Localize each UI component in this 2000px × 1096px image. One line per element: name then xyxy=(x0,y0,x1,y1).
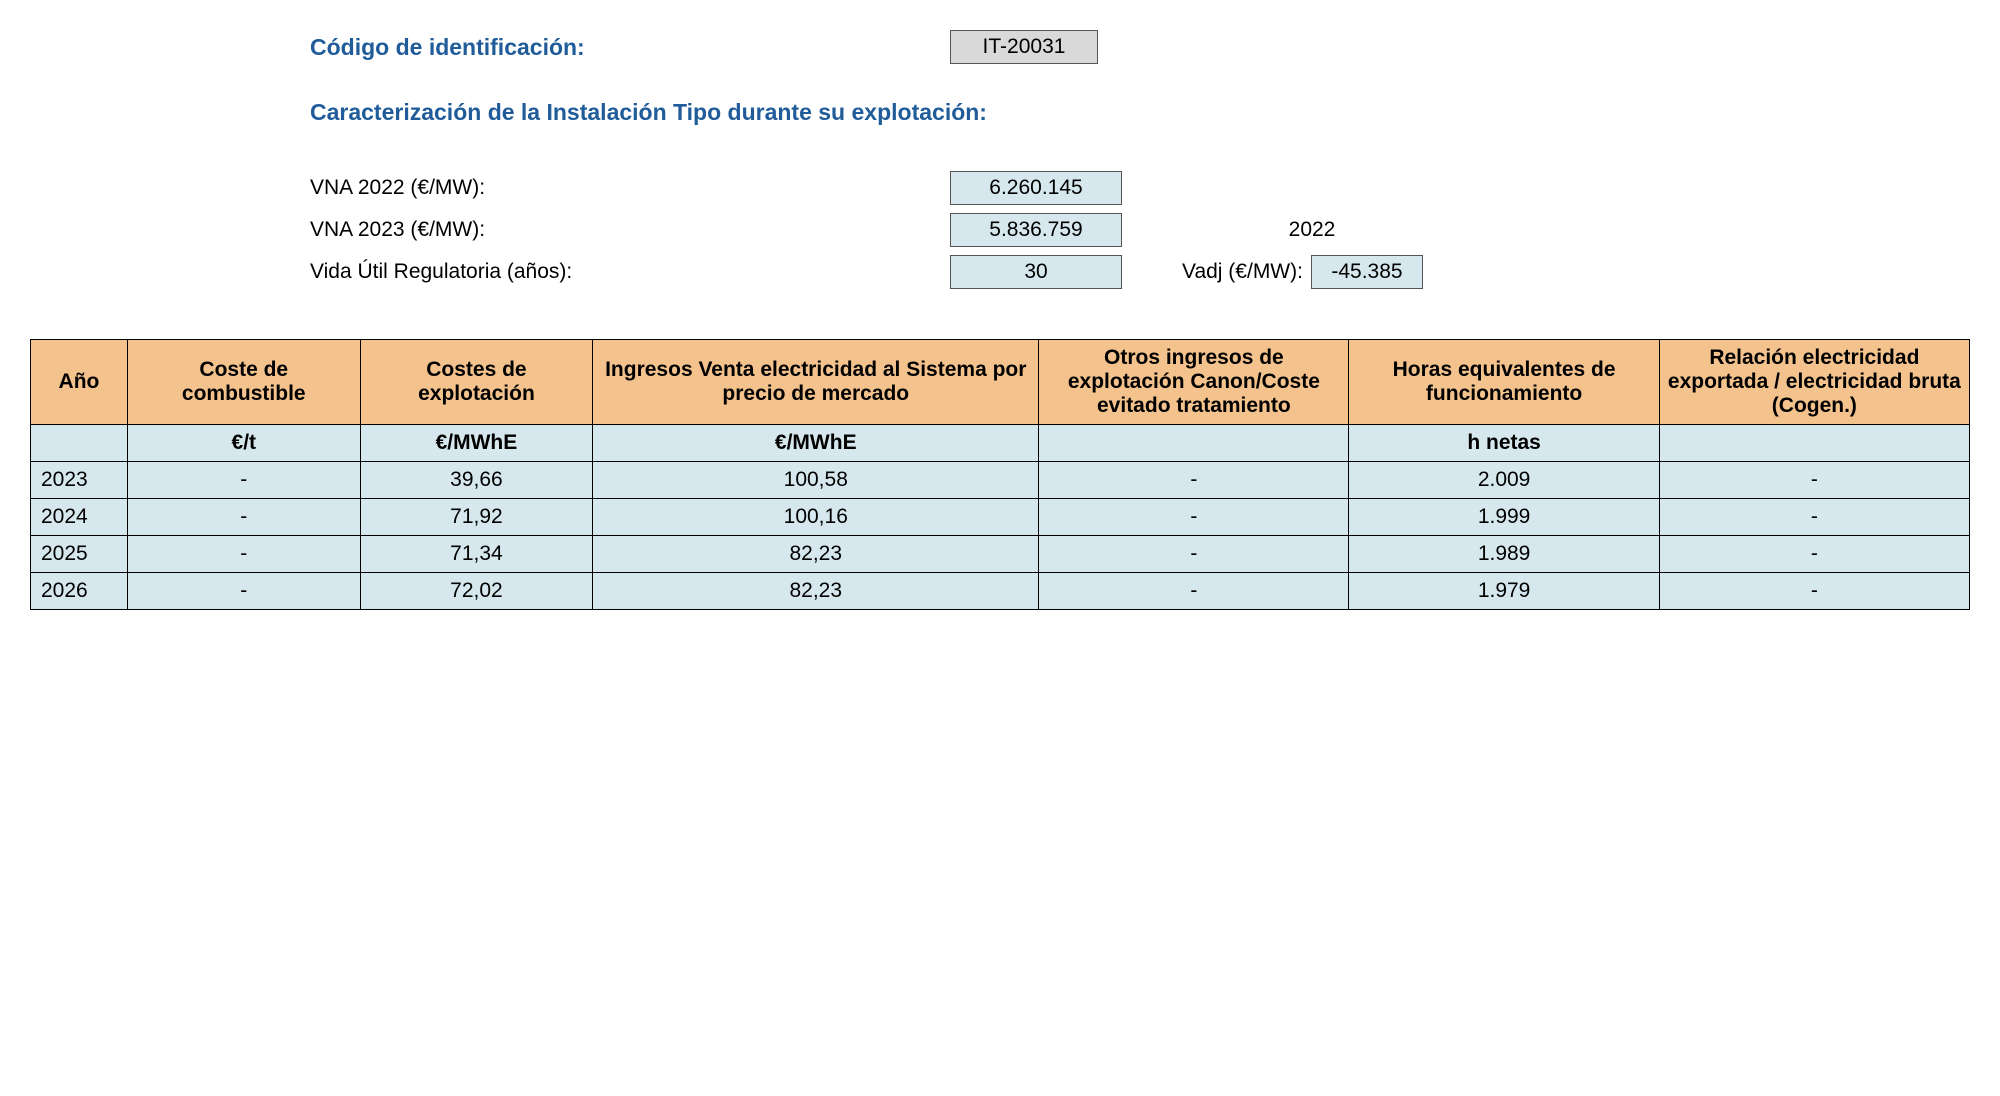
vna2023-value: 5.836.759 xyxy=(950,213,1122,247)
vida-value: 30 xyxy=(950,255,1122,289)
vadj-label: Vadj (€/MW): xyxy=(1182,260,1303,284)
table-head: Año Coste de combustible Costes de explo… xyxy=(31,340,1970,425)
data-cell: 39,66 xyxy=(360,462,593,499)
vna2022-label: VNA 2022 (€/MW): xyxy=(310,176,950,200)
id-row: Código de identificación: IT-20031 xyxy=(310,30,1970,64)
data-cell: 71,92 xyxy=(360,499,593,536)
year-cell: 2024 xyxy=(31,499,128,536)
vna2023-row: VNA 2023 (€/MW): 5.836.759 2022 xyxy=(310,213,1970,247)
col-header: Ingresos Venta electricidad al Sistema p… xyxy=(593,340,1039,425)
data-cell: 82,23 xyxy=(593,573,1039,610)
data-cell: - xyxy=(1039,573,1349,610)
unit-cell: h netas xyxy=(1349,425,1659,462)
data-cell: - xyxy=(127,499,360,536)
vadj-value: -45.385 xyxy=(1311,255,1423,289)
data-cell: 72,02 xyxy=(360,573,593,610)
data-cell: - xyxy=(127,462,360,499)
table-row: 2025 - 71,34 82,23 - 1.989 - xyxy=(31,536,1970,573)
data-cell: - xyxy=(1659,462,1969,499)
col-header: Relación electricidad exportada / electr… xyxy=(1659,340,1969,425)
section-title: Caracterización de la Instalación Tipo d… xyxy=(310,99,1970,126)
id-value-box: IT-20031 xyxy=(950,30,1098,64)
data-cell: - xyxy=(127,573,360,610)
unit-cell: €/MWhE xyxy=(360,425,593,462)
data-cell: - xyxy=(1039,462,1349,499)
ref-year: 2022 xyxy=(1162,218,1462,242)
data-table: Año Coste de combustible Costes de explo… xyxy=(30,339,1970,610)
col-header: Horas equivalentes de funcionamiento xyxy=(1349,340,1659,425)
data-cell: 100,16 xyxy=(593,499,1039,536)
data-cell: - xyxy=(1039,499,1349,536)
data-cell: 100,58 xyxy=(593,462,1039,499)
data-cell: 1.999 xyxy=(1349,499,1659,536)
unit-cell: €/MWhE xyxy=(593,425,1039,462)
data-cell: - xyxy=(1659,573,1969,610)
vida-label: Vida Útil Regulatoria (años): xyxy=(310,260,950,284)
vida-row: Vida Útil Regulatoria (años): 30 Vadj (€… xyxy=(310,255,1970,289)
table-row: 2024 - 71,92 100,16 - 1.999 - xyxy=(31,499,1970,536)
unit-cell: €/t xyxy=(127,425,360,462)
data-cell: 82,23 xyxy=(593,536,1039,573)
year-cell: 2026 xyxy=(31,573,128,610)
id-label: Código de identificación: xyxy=(310,34,950,61)
table-body: €/t €/MWhE €/MWhE h netas 2023 - 39,66 1… xyxy=(31,425,1970,610)
col-header: Año xyxy=(31,340,128,425)
data-cell: - xyxy=(1659,536,1969,573)
table-row: 2023 - 39,66 100,58 - 2.009 - xyxy=(31,462,1970,499)
data-cell: 71,34 xyxy=(360,536,593,573)
col-header: Costes de explotación xyxy=(360,340,593,425)
table-row: 2026 - 72,02 82,23 - 1.979 - xyxy=(31,573,1970,610)
data-cell: 1.979 xyxy=(1349,573,1659,610)
unit-cell xyxy=(31,425,128,462)
unit-cell xyxy=(1659,425,1969,462)
data-cell: - xyxy=(1039,536,1349,573)
header-row: Año Coste de combustible Costes de explo… xyxy=(31,340,1970,425)
units-row: €/t €/MWhE €/MWhE h netas xyxy=(31,425,1970,462)
col-header: Coste de combustible xyxy=(127,340,360,425)
vadj-group: Vadj (€/MW): -45.385 xyxy=(1182,255,1423,289)
vna2023-label: VNA 2023 (€/MW): xyxy=(310,218,950,242)
unit-cell xyxy=(1039,425,1349,462)
data-cell: 1.989 xyxy=(1349,536,1659,573)
data-cell: - xyxy=(127,536,360,573)
col-header: Otros ingresos de explotación Canon/Cost… xyxy=(1039,340,1349,425)
data-cell: 2.009 xyxy=(1349,462,1659,499)
year-cell: 2025 xyxy=(31,536,128,573)
data-cell: - xyxy=(1659,499,1969,536)
vna2022-row: VNA 2022 (€/MW): 6.260.145 xyxy=(310,171,1970,205)
header-block: Código de identificación: IT-20031 Carac… xyxy=(310,30,1970,289)
year-cell: 2023 xyxy=(31,462,128,499)
vna2022-value: 6.260.145 xyxy=(950,171,1122,205)
